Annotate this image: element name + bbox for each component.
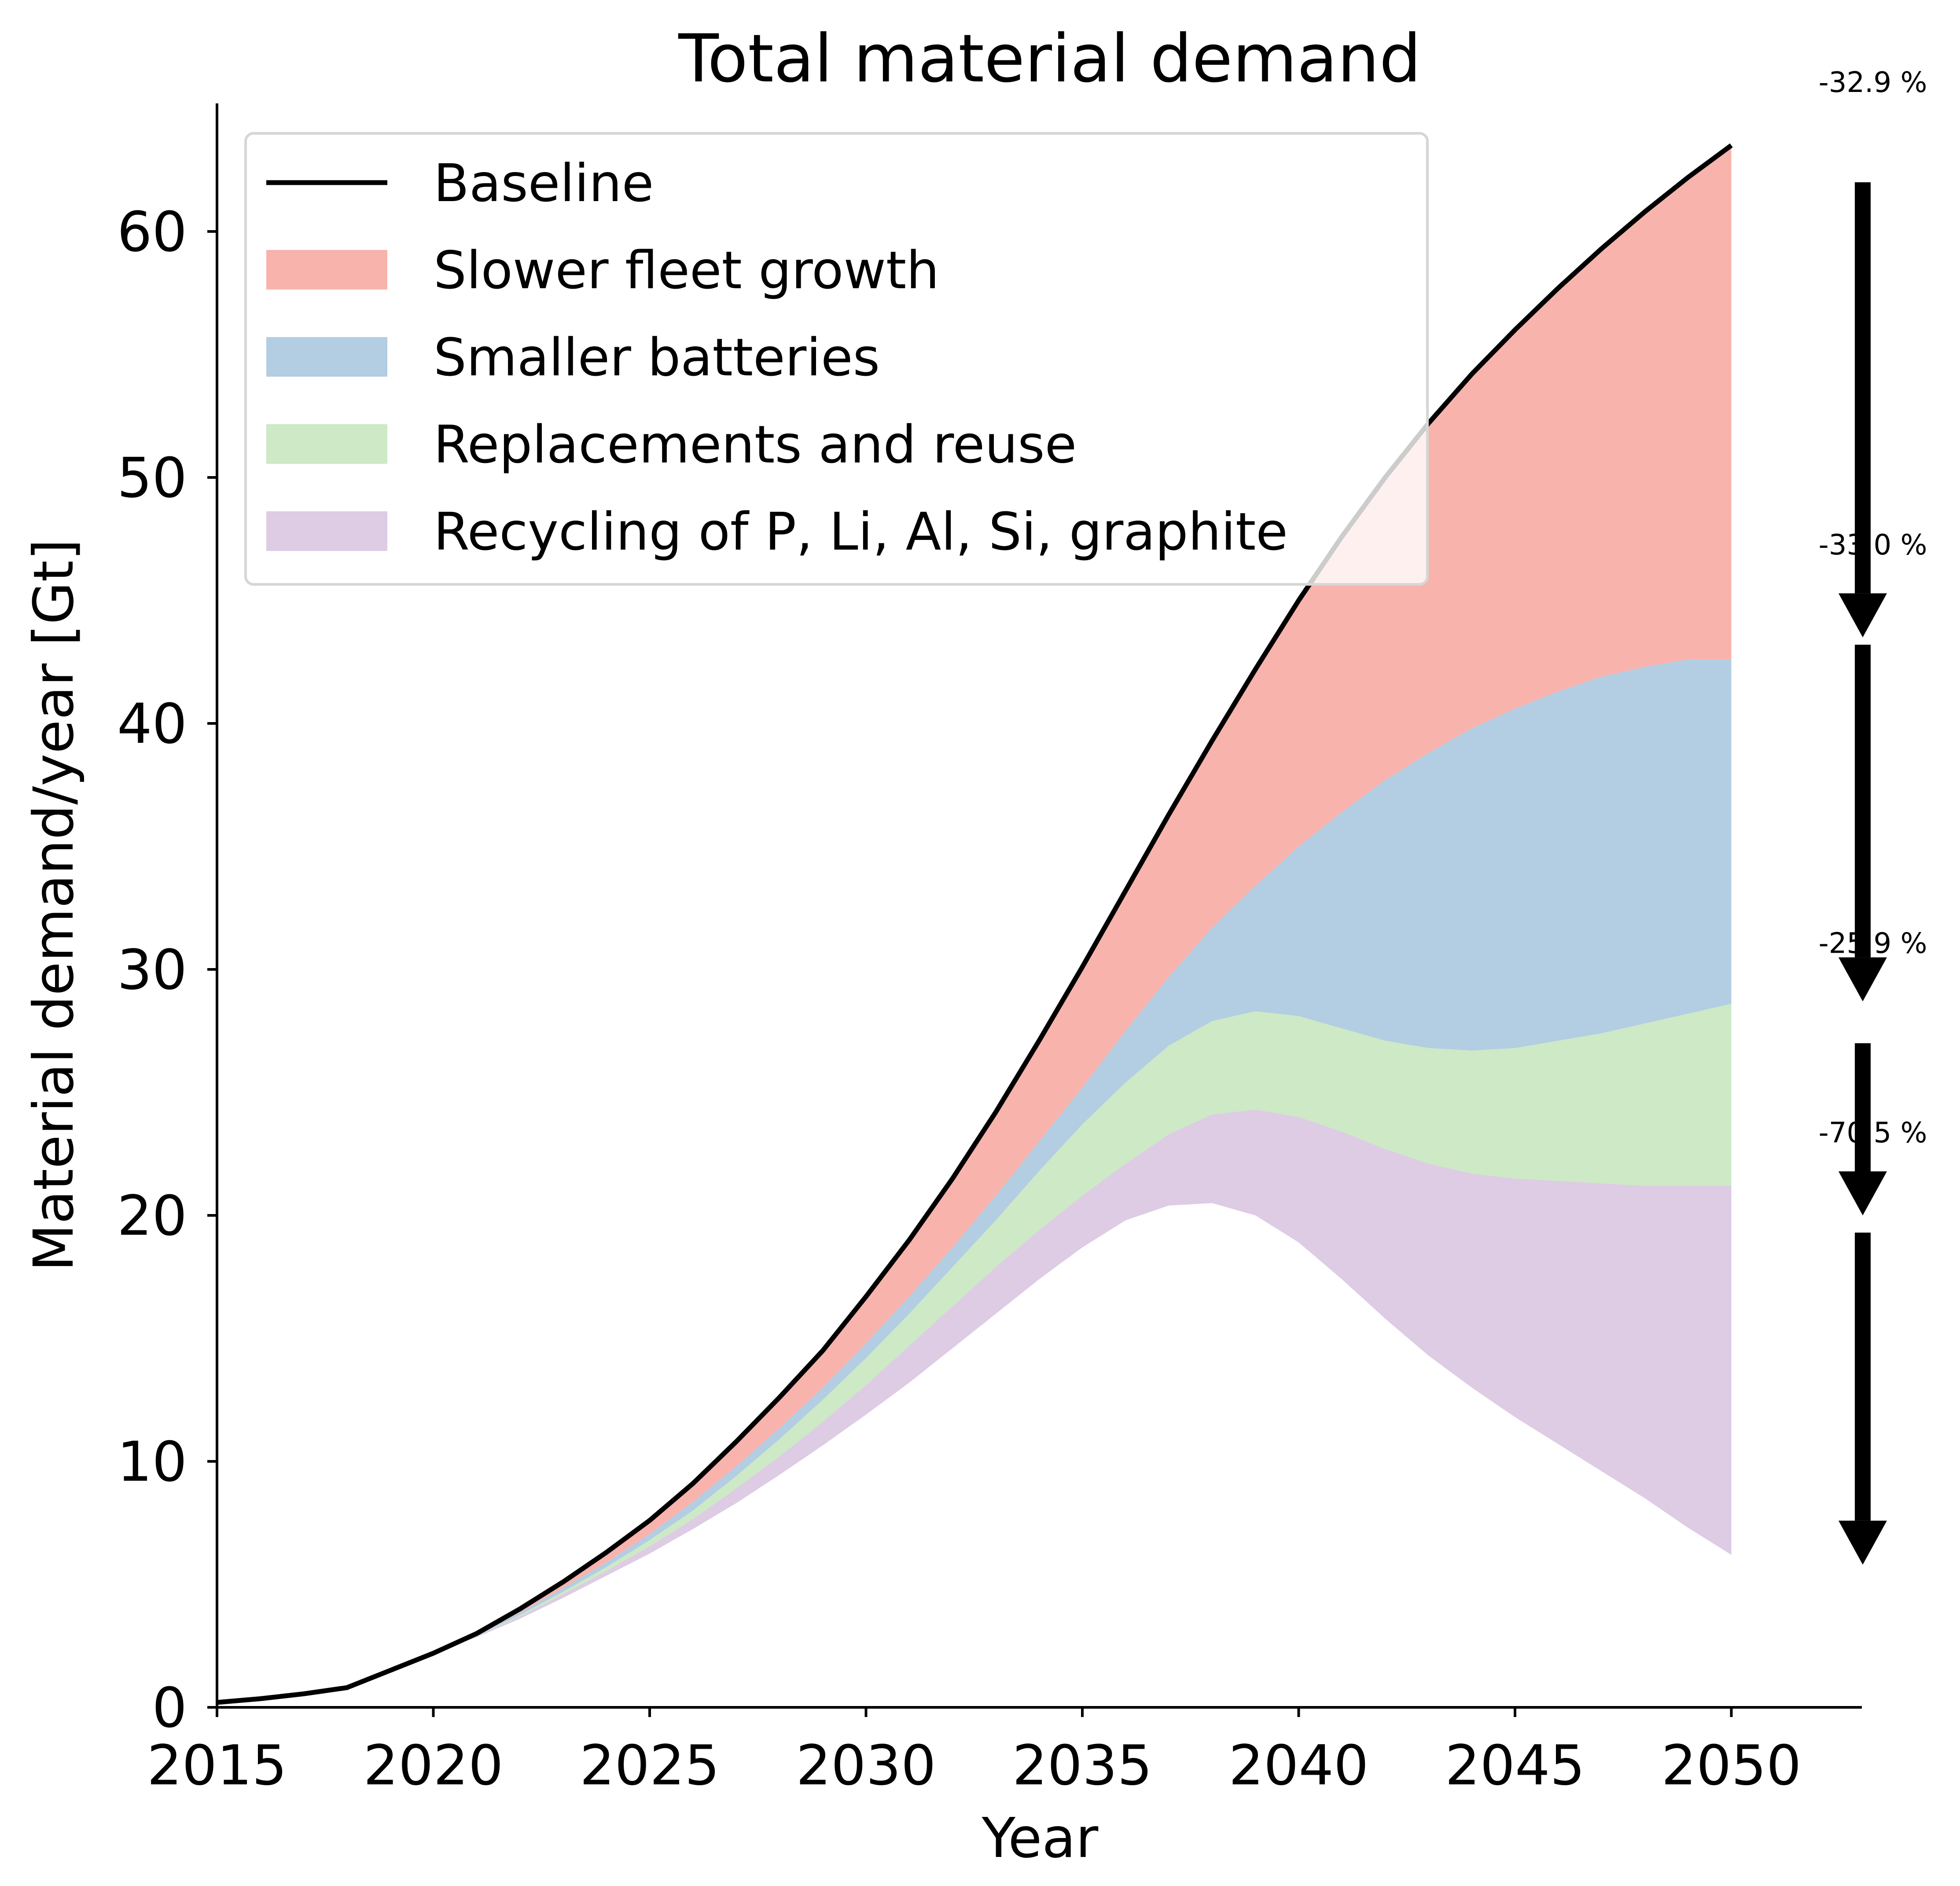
y-tick-label: 40 [117, 692, 187, 756]
legend-item-recycling-of-p-li-al-si-graphite: Recycling of P, Li, Al, Si, graphite [266, 501, 1288, 562]
y-tick-label: 50 [117, 446, 187, 510]
x-tick-label: 2025 [580, 1734, 720, 1798]
reduction-annotations: -32.9 % -33.0 % -25.9 % -70.5 % [1819, 66, 1927, 1565]
arrow-shaft [1855, 645, 1871, 958]
x-tick-label: 2030 [796, 1734, 936, 1798]
legend-swatch [266, 511, 387, 551]
legend-swatch [266, 424, 387, 464]
arrow-down-icon [1839, 957, 1887, 1002]
area-replacements-and-reuse [217, 1004, 1732, 1703]
legend-swatch [266, 250, 387, 290]
legend-swatch [266, 337, 387, 377]
legend-label: Smaller batteries [434, 327, 880, 388]
line-baseline [217, 143, 1733, 1705]
arrow-down-icon [1839, 593, 1887, 638]
x-tick-label: 2035 [1012, 1734, 1152, 1798]
y-axis-label: Material demand/year [Gt] [22, 539, 86, 1272]
legend-item-slower-fleet-growth: Slower fleet growth [266, 240, 939, 301]
arrow-shaft [1855, 1233, 1871, 1521]
legend-item-baseline: Baseline [266, 153, 654, 213]
plot-lines [217, 143, 1733, 1705]
y-tick-label: 20 [117, 1184, 187, 1248]
legend-label: Replacements and reuse [434, 414, 1077, 475]
annotation-label: -70.5 % [1819, 1117, 1927, 1149]
annotation-label: -32.9 % [1819, 66, 1927, 99]
y-tick-label: 60 [117, 200, 187, 264]
x-tick-label: 2040 [1228, 1734, 1368, 1798]
arrow-shaft [1855, 182, 1871, 594]
legend-label: Slower fleet growth [434, 240, 939, 301]
annotation-70-5: -70.5 % [1819, 1117, 1927, 1565]
annotation-33-0: -33.0 % [1819, 529, 1927, 1002]
area-smaller-batteries [217, 659, 1732, 1703]
x-tick-label: 2020 [363, 1734, 503, 1798]
x-tick-label: 2015 [147, 1734, 287, 1798]
area-recycling-of-p-li-al-si-graphite [217, 1109, 1732, 1703]
y-tick-label: 10 [117, 1430, 187, 1494]
chart-title: Total material demand [678, 21, 1421, 97]
legend-item-smaller-batteries: Smaller batteries [266, 327, 880, 388]
legend-label: Recycling of P, Li, Al, Si, graphite [434, 501, 1288, 562]
annotation-label: -33.0 % [1819, 529, 1927, 561]
annotation-32-9: -32.9 % [1819, 66, 1927, 638]
y-ticks: 0 10 20 30 40 50 60 [117, 200, 217, 1740]
y-tick-label: 30 [117, 938, 187, 1002]
legend-label: Baseline [434, 153, 654, 213]
annotation-25-9: -25.9 % [1819, 928, 1927, 1215]
annotation-label: -25.9 % [1819, 928, 1927, 960]
x-tick-label: 2045 [1445, 1734, 1585, 1798]
y-tick-label: 0 [152, 1676, 187, 1740]
legend: Baseline Slower fleet growth Smaller batte… [244, 132, 1429, 586]
arrow-shaft [1855, 1043, 1871, 1171]
arrow-down-icon [1839, 1520, 1887, 1565]
x-ticks: 2015 2020 2025 2030 2035 2040 2045 2050 [147, 1707, 1802, 1798]
arrow-down-icon [1839, 1171, 1887, 1215]
x-axis-label: Year [982, 1806, 1099, 1870]
legend-frame [244, 132, 1429, 586]
x-tick-label: 2050 [1661, 1734, 1801, 1798]
legend-item-replacements-and-reuse: Replacements and reuse [266, 414, 1077, 475]
axes [216, 103, 1862, 1709]
